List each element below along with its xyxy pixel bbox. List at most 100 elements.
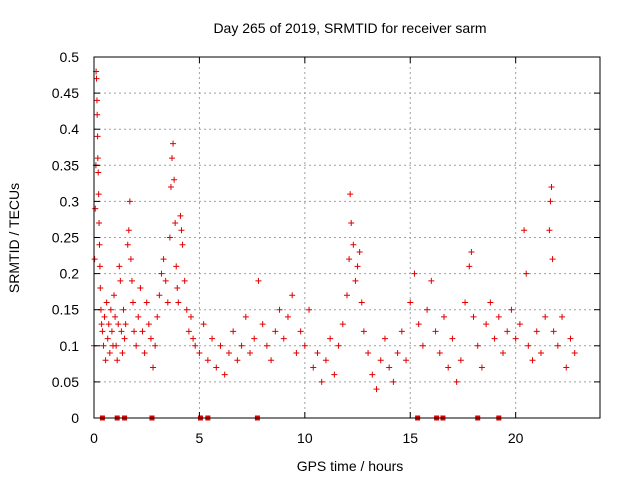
data-point (95, 191, 102, 198)
data-point (118, 328, 125, 335)
data-point (537, 350, 544, 357)
data-point (516, 321, 523, 328)
data-point (548, 183, 555, 190)
data-point (373, 386, 380, 393)
data-point (158, 270, 165, 277)
data-point (318, 378, 325, 385)
data-point (301, 342, 308, 349)
data-point (478, 364, 485, 371)
x-tick-label: 20 (508, 430, 524, 446)
data-point (147, 335, 154, 342)
data-point (369, 371, 376, 378)
data-point (348, 220, 355, 227)
data-point (101, 313, 108, 320)
data-point (141, 350, 148, 357)
data-point (468, 248, 475, 255)
data-point (462, 299, 469, 306)
y-tick-label: 0.15 (52, 302, 79, 318)
data-point (92, 205, 99, 212)
data-point (495, 313, 502, 320)
data-point (377, 357, 384, 364)
data-point (525, 342, 532, 349)
data-point (117, 277, 124, 284)
y-tick-label: 0.4 (60, 121, 80, 137)
axes: 0 5 10 15 20 0 0.05 0.1 0.15 0.2 0.25 0.3 0.35 0.4 0.4… (52, 49, 601, 446)
data-point (185, 328, 192, 335)
y-tick-label: 0.1 (60, 338, 80, 354)
data-point (96, 263, 103, 270)
data-point (386, 364, 393, 371)
y-tick-label: 0.25 (52, 230, 79, 246)
data-point (102, 357, 109, 364)
data-point (152, 342, 159, 349)
data-point (128, 277, 135, 284)
data-point (491, 335, 498, 342)
data-point (251, 335, 258, 342)
data-point (121, 335, 128, 342)
x-tick-label: 5 (196, 430, 204, 446)
data-point (127, 256, 134, 263)
data-point (347, 191, 354, 198)
data-point (177, 212, 184, 219)
data-point (272, 328, 279, 335)
data-point (162, 277, 169, 284)
data-point (474, 342, 481, 349)
data-point (154, 313, 161, 320)
data-point (331, 371, 338, 378)
data-point (440, 313, 447, 320)
data-point (139, 328, 146, 335)
data-point (335, 342, 342, 349)
data-point (114, 357, 121, 364)
data-point (403, 357, 410, 364)
data-point (183, 306, 190, 313)
data-point (225, 350, 232, 357)
data-point (125, 227, 132, 234)
data-point (91, 256, 98, 263)
data-point (96, 241, 103, 248)
data-point (327, 335, 334, 342)
data-point (181, 277, 188, 284)
data-point (358, 299, 365, 306)
data-point (105, 321, 112, 328)
data-point (230, 328, 237, 335)
data-point (508, 306, 515, 313)
data-point (99, 328, 106, 335)
data-point (209, 335, 216, 342)
data-point (470, 313, 477, 320)
data-point (504, 328, 511, 335)
data-point (221, 371, 228, 378)
data-point (280, 335, 287, 342)
data-point (137, 285, 144, 292)
data-point (175, 299, 182, 306)
data-point (113, 342, 120, 349)
y-tick-label: 0.05 (52, 374, 79, 390)
data-point (381, 335, 388, 342)
data-point (122, 321, 129, 328)
x-tick-label: 15 (402, 430, 418, 446)
data-point (133, 342, 140, 349)
data-point (293, 350, 300, 357)
data-point (107, 306, 114, 313)
data-point (554, 342, 561, 349)
y-axis-label: SRMTID / TECUs (6, 183, 22, 293)
data-point (449, 335, 456, 342)
data-point (164, 299, 171, 306)
data-point (160, 256, 167, 263)
data-point (112, 313, 119, 320)
data-point (306, 306, 313, 313)
data-point (170, 140, 177, 147)
data-point (217, 342, 224, 349)
data-point (411, 270, 418, 277)
y-tick-label: 0.2 (60, 266, 80, 282)
data-point (166, 234, 173, 241)
data-point (289, 292, 296, 299)
data-point (466, 263, 473, 270)
data-point (453, 378, 460, 385)
data-point (98, 321, 105, 328)
data-point (407, 299, 414, 306)
data-point (190, 335, 197, 342)
data-point (500, 350, 507, 357)
data-point (428, 277, 435, 284)
data-point (95, 169, 102, 176)
